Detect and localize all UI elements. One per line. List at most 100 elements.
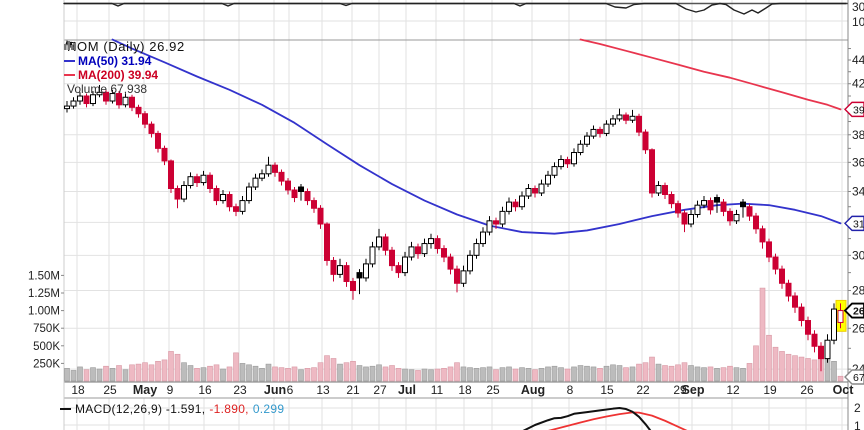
candle — [460, 265, 467, 287]
volume-bar — [343, 362, 350, 382]
x-axis-label: 18 — [458, 383, 472, 397]
candle — [623, 112, 629, 125]
candle — [168, 159, 174, 193]
volume-bar — [415, 370, 421, 382]
candle-body — [837, 310, 844, 323]
candle-body — [519, 195, 525, 208]
volume-bar — [148, 364, 155, 382]
volume-bar — [64, 368, 70, 382]
candle — [506, 197, 512, 215]
volume-bar — [252, 365, 259, 382]
candle — [480, 227, 486, 247]
candle — [194, 173, 200, 188]
candle — [571, 148, 577, 167]
candle-body — [285, 180, 291, 191]
candle-body — [337, 265, 343, 275]
candle-body — [512, 201, 519, 208]
volume-bar — [213, 364, 220, 382]
candle-body — [688, 214, 694, 225]
candle — [512, 199, 519, 212]
x-axis-label: 6 — [287, 383, 294, 397]
volume-bar — [727, 365, 733, 382]
candle — [64, 101, 70, 113]
candle-body — [233, 206, 239, 212]
volume-bar — [662, 365, 668, 382]
candle-body — [740, 201, 746, 208]
volume-bar — [70, 370, 77, 382]
volume-bar — [499, 367, 506, 382]
candle — [181, 181, 187, 203]
candle — [714, 194, 720, 213]
candle-body — [395, 265, 402, 274]
price-flag-box — [844, 215, 864, 232]
volume-bar — [506, 366, 512, 382]
candle-body — [70, 100, 77, 107]
candle-body — [649, 149, 655, 194]
volume-bar — [382, 366, 389, 382]
candle — [363, 258, 369, 282]
volume-bar — [597, 368, 603, 382]
volume-bar — [655, 363, 662, 382]
candle — [148, 121, 155, 138]
candle-body — [304, 190, 311, 202]
candle-body — [629, 115, 636, 121]
volume-bar — [785, 353, 792, 382]
price-flag-box — [844, 101, 864, 118]
candle-body — [298, 186, 304, 192]
candle — [753, 212, 759, 234]
x-axis-label: Jul — [398, 383, 416, 397]
volume-bar — [467, 367, 473, 382]
candle-body — [246, 186, 252, 202]
candle-body — [428, 238, 434, 245]
candle-body — [155, 132, 161, 149]
volume-bar — [363, 366, 369, 382]
volume-bar — [571, 366, 577, 382]
candle — [525, 184, 532, 200]
candle-body — [161, 147, 168, 162]
volume-bar — [642, 362, 649, 382]
volume-bar — [174, 353, 181, 382]
price-axis-label: 34 — [852, 184, 864, 198]
candle-body — [96, 91, 103, 96]
candle-body — [525, 188, 532, 197]
candle — [688, 209, 694, 228]
candle — [597, 126, 603, 138]
candle-body — [389, 249, 395, 267]
candle-body — [792, 295, 798, 308]
candle-body — [330, 259, 337, 275]
volume-bar — [740, 368, 746, 382]
volume-bar — [421, 368, 428, 382]
candle — [129, 94, 135, 112]
candle — [187, 172, 194, 189]
volume-axis-label: 250K — [33, 358, 60, 370]
volume-bar — [369, 365, 376, 382]
volume-bar — [434, 368, 441, 382]
candle — [467, 250, 473, 275]
candle-body — [779, 268, 785, 284]
candle — [805, 316, 811, 341]
candle — [96, 84, 103, 98]
volume-bar — [753, 345, 759, 382]
candle-body — [207, 174, 213, 190]
volume-bar — [356, 365, 363, 382]
macd-signal-value: -1.890, — [209, 402, 249, 416]
volume-bar — [402, 368, 408, 382]
macd-layer — [522, 407, 688, 430]
volume-bar — [272, 366, 278, 382]
candle-body — [181, 185, 187, 200]
candle-body — [772, 256, 779, 270]
x-axis-label: May — [133, 383, 157, 397]
candle — [675, 200, 681, 218]
candle-body — [694, 204, 701, 216]
candle — [421, 238, 428, 258]
candle-body — [408, 246, 415, 258]
candle — [499, 206, 506, 228]
x-axis-label: 11 — [431, 383, 444, 397]
candle-body — [668, 194, 675, 205]
candle-body — [252, 177, 259, 188]
candle-body — [174, 188, 181, 200]
candle — [610, 115, 616, 127]
candle — [649, 148, 655, 198]
volume-bar — [831, 360, 837, 382]
